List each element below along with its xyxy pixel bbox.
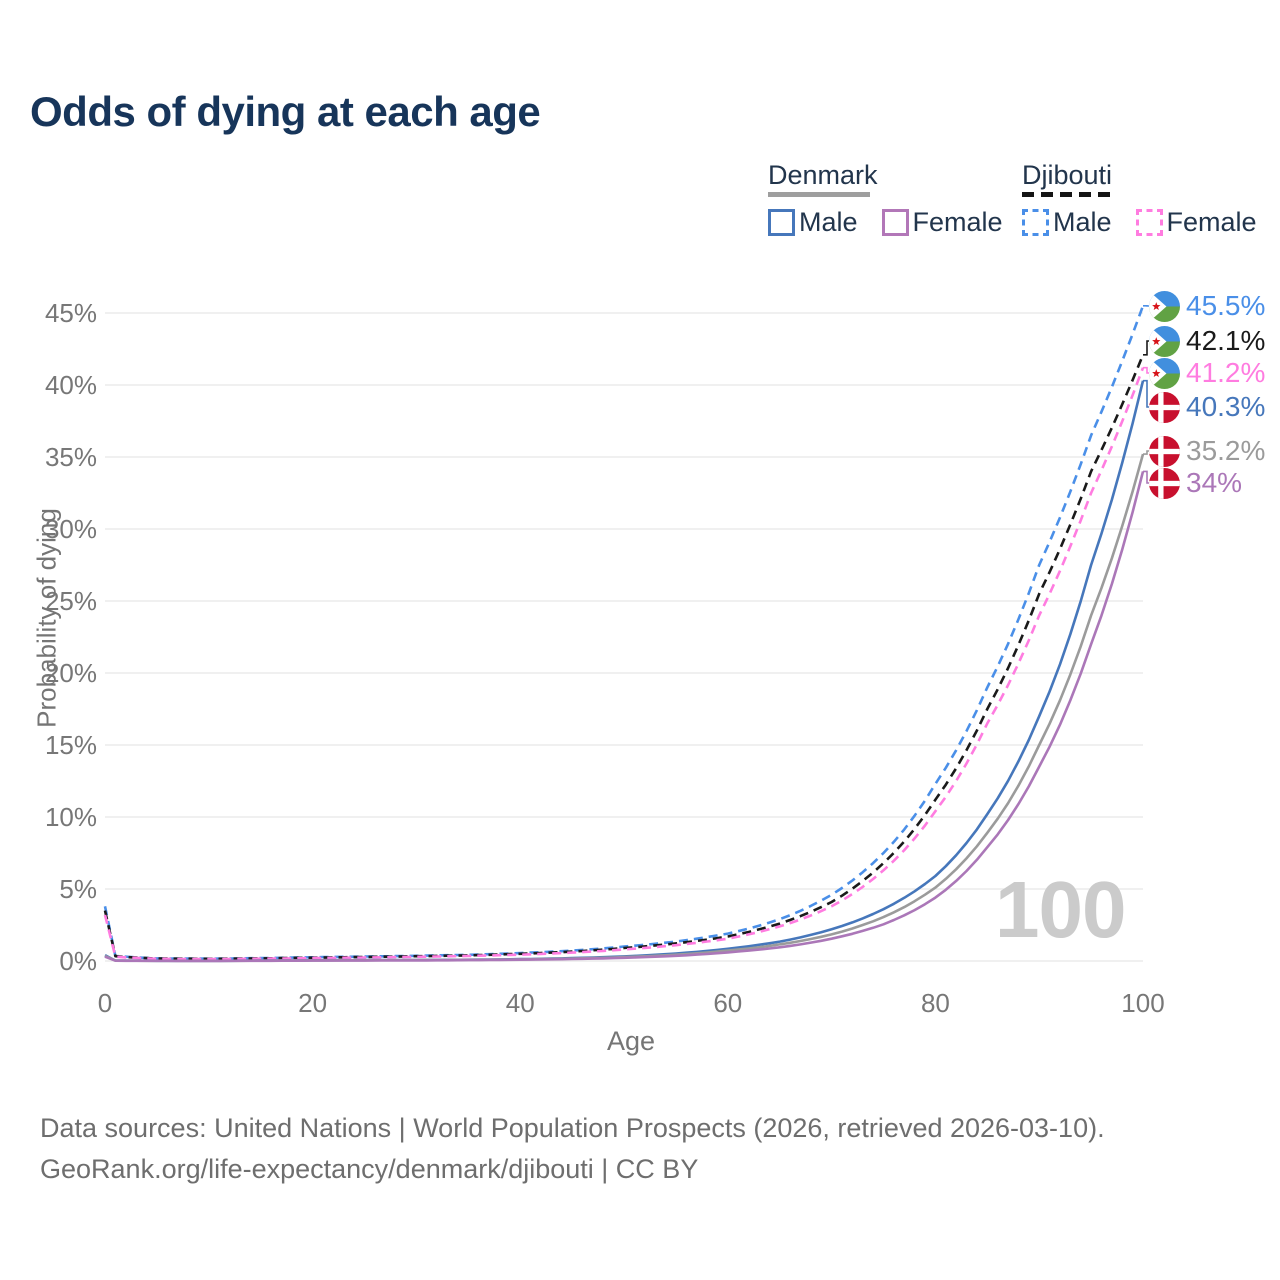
denmark-female-swatch-icon bbox=[881, 209, 909, 236]
svg-text:20%: 20% bbox=[45, 658, 97, 688]
legend-item-label: Female bbox=[1166, 207, 1257, 237]
end-value: 34% bbox=[1186, 467, 1243, 498]
djibouti-female-swatch-icon bbox=[1135, 209, 1163, 236]
legend-underline-djibouti bbox=[1022, 192, 1115, 197]
svg-text:15%: 15% bbox=[45, 730, 97, 760]
legend-item-djibouti-female[interactable]: Female bbox=[1135, 207, 1257, 238]
end-label-denmark-female: 34% bbox=[1149, 467, 1242, 499]
djibouti-flag-icon bbox=[1149, 290, 1180, 322]
djibouti-flag-icon bbox=[1149, 357, 1180, 389]
end-label-denmark-both: 35.2% bbox=[1149, 435, 1265, 467]
x-axis-title: Age bbox=[606, 1026, 656, 1056]
end-value: 41.2% bbox=[1186, 357, 1266, 388]
end-label-denmark-male: 40.3% bbox=[1149, 391, 1265, 423]
end-label-djibouti-both: 42.1% bbox=[1149, 325, 1265, 357]
svg-text:0%: 0% bbox=[59, 946, 97, 976]
legend-country-denmark: Denmark bbox=[768, 160, 878, 190]
end-label-djibouti-female: 41.2% bbox=[1149, 357, 1265, 389]
legend-group-denmark: Denmark Male Female bbox=[768, 160, 1003, 237]
legend-item-label: Male bbox=[799, 207, 858, 237]
end-value: 45.5% bbox=[1186, 290, 1266, 321]
legend-country-djibouti: Djibouti bbox=[1022, 160, 1113, 190]
svg-text:60: 60 bbox=[713, 988, 742, 1018]
denmark-male-swatch-icon bbox=[768, 209, 795, 236]
svg-text:20: 20 bbox=[298, 988, 327, 1018]
svg-text:0: 0 bbox=[98, 988, 112, 1018]
footer-source-line: Data sources: United Nations | World Pop… bbox=[40, 1113, 1105, 1143]
svg-text:5%: 5% bbox=[59, 874, 97, 904]
legend-item-label: Male bbox=[1053, 207, 1112, 237]
footer-url-line: GeoRank.org/life-expectancy/denmark/djib… bbox=[40, 1154, 699, 1184]
svg-text:45%: 45% bbox=[45, 298, 97, 328]
denmark-flag-icon bbox=[1149, 391, 1180, 423]
denmark-flag-icon bbox=[1149, 435, 1180, 467]
svg-text:35%: 35% bbox=[45, 442, 97, 472]
end-value: 40.3% bbox=[1186, 391, 1266, 422]
footer: Data sources: United Nations | World Pop… bbox=[40, 1108, 1105, 1190]
svg-text:80: 80 bbox=[921, 988, 950, 1018]
age-watermark: 100 bbox=[995, 865, 1126, 954]
legend-group-djibouti: Djibouti Male Female bbox=[1022, 160, 1257, 237]
legend-underline-denmark bbox=[768, 192, 870, 197]
page-title: Odds of dying at each age bbox=[30, 88, 541, 135]
end-label-djibouti-male: 45.5% bbox=[1149, 290, 1265, 322]
end-value: 42.1% bbox=[1186, 325, 1266, 356]
svg-text:40: 40 bbox=[506, 988, 535, 1018]
djibouti-flag-icon bbox=[1149, 325, 1180, 357]
svg-text:30%: 30% bbox=[45, 514, 97, 544]
end-value: 35.2% bbox=[1186, 435, 1266, 466]
denmark-flag-icon bbox=[1149, 467, 1180, 499]
djibouti-male-swatch-icon bbox=[1022, 209, 1049, 236]
y-axis-title: Probability of dying bbox=[31, 508, 62, 728]
svg-text:40%: 40% bbox=[45, 370, 97, 400]
svg-text:10%: 10% bbox=[45, 802, 97, 832]
legend-item-denmark-male[interactable]: Male bbox=[768, 207, 858, 238]
legend-item-denmark-female[interactable]: Female bbox=[881, 207, 1003, 238]
legend-item-label: Female bbox=[912, 207, 1003, 237]
svg-text:100: 100 bbox=[1121, 988, 1164, 1018]
svg-text:25%: 25% bbox=[45, 586, 97, 616]
legend-item-djibouti-male[interactable]: Male bbox=[1022, 207, 1112, 238]
